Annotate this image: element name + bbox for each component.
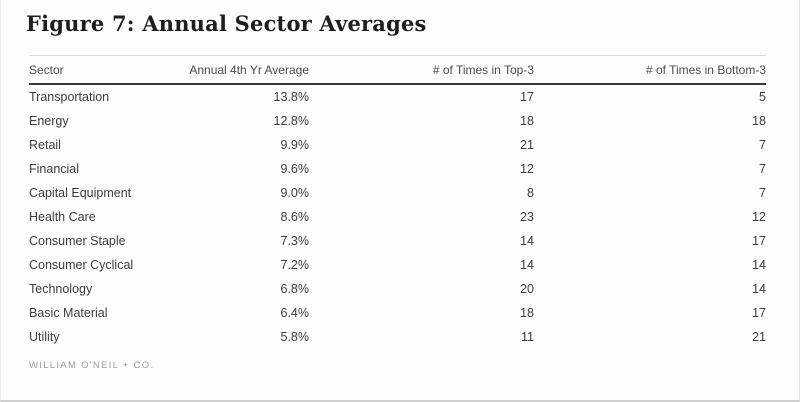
annual-average-cell: 7.3% (280, 234, 310, 248)
bottom3-count-cell: 7 (759, 162, 766, 176)
bottom3-count-cell: 17 (752, 234, 766, 248)
bottom3-count-cell: 14 (752, 258, 766, 272)
top3-count-cell: 12 (520, 162, 534, 176)
table-row: Health Care 8.6% 23 12 (29, 205, 766, 229)
annual-average-cell: 12.8% (273, 114, 309, 128)
annual-average-cell: 9.9% (280, 138, 310, 152)
sector-cell: Consumer Staple (29, 234, 126, 248)
sector-cell: Transportation (29, 90, 110, 104)
source-attribution: WILLIAM O'NEIL + CO. (29, 360, 155, 371)
table-body: Transportation 13.8% 17 5 Energy 12.8% 18 18 Ret… (29, 84, 766, 349)
annual-average-cell: 7.2% (280, 258, 310, 272)
top3-count-cell: 21 (520, 138, 534, 152)
table-row: Energy 12.8% 18 18 (29, 109, 766, 133)
top3-count-cell: 18 (520, 114, 534, 128)
table-row: Technology 6.8% 20 14 (29, 277, 766, 301)
table-row: Transportation 13.8% 17 5 (29, 84, 766, 109)
sector-cell: Energy (29, 114, 69, 128)
bottom3-count-cell: 17 (752, 306, 766, 320)
column-header-sector: Sector (29, 55, 166, 85)
figure-title: Figure 7: Annual Sector Averages (26, 11, 427, 36)
bottom3-count-cell: 21 (752, 330, 766, 344)
bottom3-count-cell: 12 (752, 210, 766, 224)
sector-cell: Capital Equipment (29, 186, 132, 200)
sector-cell: Technology (29, 282, 93, 296)
table-row: Basic Material 6.4% 18 17 (29, 301, 766, 325)
top3-count-cell: 14 (520, 234, 534, 248)
sector-cell: Utility (29, 330, 60, 344)
top3-count-cell: 20 (520, 282, 534, 296)
annual-average-cell: 6.8% (280, 282, 310, 296)
annual-average-cell: 8.6% (280, 210, 310, 224)
column-header-times-in-top-3: # of Times in Top-3 (309, 55, 534, 85)
table-header-row: Sector Annual 4th Yr Average # of Times … (29, 55, 766, 85)
sector-cell: Consumer Cyclical (29, 258, 134, 272)
bottom3-count-cell: 7 (759, 186, 766, 200)
bottom3-count-cell: 5 (759, 90, 766, 104)
top3-count-cell: 23 (520, 210, 534, 224)
sector-cell: Financial (29, 162, 80, 176)
bottom3-count-cell: 14 (752, 282, 766, 296)
top3-count-cell: 8 (527, 186, 534, 200)
column-header-times-in-bottom-3: # of Times in Bottom-3 (534, 55, 766, 85)
sector-cell: Retail (29, 138, 61, 152)
table-row: Consumer Cyclical 7.2% 14 14 (29, 253, 766, 277)
annual-average-cell: 13.8% (273, 90, 309, 104)
table-row: Financial 9.6% 12 7 (29, 157, 766, 181)
annual-average-cell: 9.0% (280, 186, 310, 200)
bottom3-count-cell: 7 (759, 138, 766, 152)
table-row: Consumer Staple 7.3% 14 17 (29, 229, 766, 253)
annual-average-cell: 5.8% (280, 330, 310, 344)
sector-cell: Health Care (29, 210, 96, 224)
annual-average-cell: 6.4% (280, 306, 310, 320)
column-header-annual-4th-yr-average: Annual 4th Yr Average (166, 55, 309, 85)
top3-count-cell: 17 (520, 90, 534, 104)
sector-averages-table: Sector Annual 4th Yr Average # of Times … (29, 55, 766, 349)
table-row: Utility 5.8% 11 21 (29, 325, 766, 349)
bottom3-count-cell: 18 (752, 114, 766, 128)
top3-count-cell: 18 (520, 306, 534, 320)
sector-cell: Basic Material (29, 306, 108, 320)
table-row: Retail 9.9% 21 7 (29, 133, 766, 157)
annual-average-cell: 9.6% (280, 162, 310, 176)
report-figure-page: Figure 7: Annual Sector Averages Sector … (1, 0, 799, 372)
top3-count-cell: 11 (521, 330, 534, 344)
table-row: Capital Equipment 9.0% 8 7 (29, 181, 766, 205)
top3-count-cell: 14 (520, 258, 534, 272)
